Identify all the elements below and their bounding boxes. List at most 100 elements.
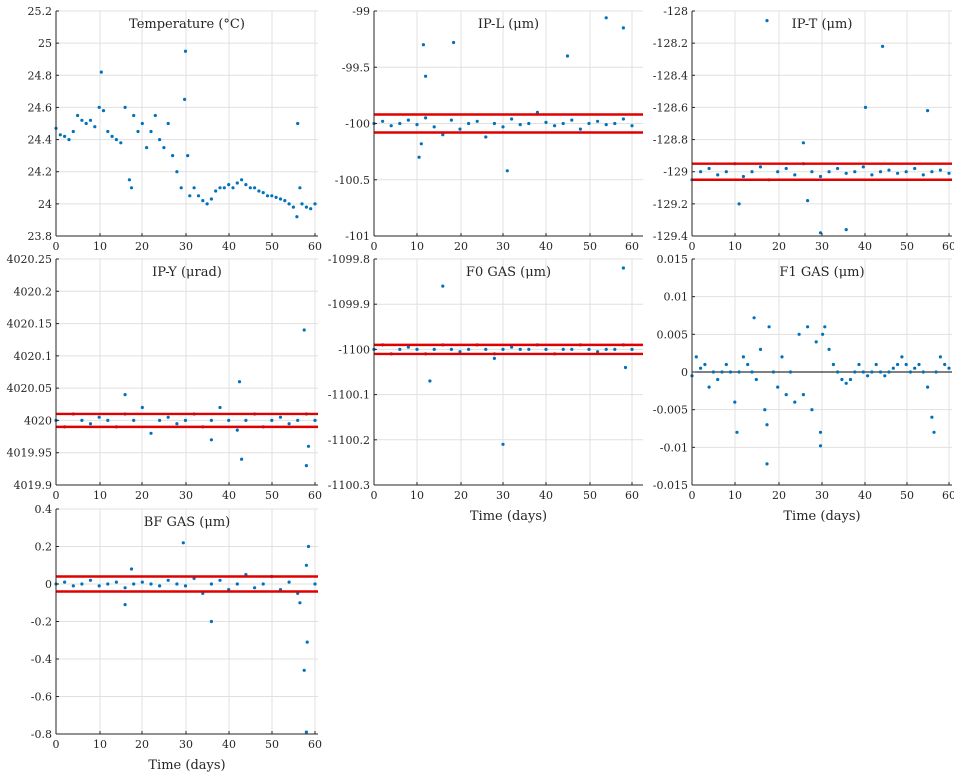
x-axis-label: Time (days) <box>148 758 225 773</box>
x-tick-label: 10 <box>93 738 107 751</box>
data-point <box>861 370 865 374</box>
data-point <box>140 405 144 410</box>
x-tick-label: 60 <box>942 489 954 502</box>
y-tick-label: 24.4 <box>28 134 53 147</box>
data-point <box>309 207 313 211</box>
data-point <box>58 133 62 137</box>
data-point <box>389 124 393 128</box>
chart-title: F0 GAS (μm) <box>466 265 551 280</box>
data-point <box>707 385 711 389</box>
chart-title: IP-T (μm) <box>792 17 853 32</box>
data-point <box>818 174 823 179</box>
data-point <box>253 186 257 190</box>
y-tick-label: 4020 <box>24 414 52 427</box>
data-point <box>750 370 754 374</box>
data-point <box>758 347 763 351</box>
data-point <box>938 168 943 172</box>
data-point <box>492 356 496 360</box>
data-point <box>119 141 123 145</box>
data-point <box>88 118 93 122</box>
data-point <box>467 347 471 351</box>
data-point <box>793 400 797 404</box>
data-point <box>235 582 239 586</box>
y-tick-label: 4019.9 <box>14 479 53 492</box>
data-point <box>776 170 780 174</box>
x-tick-label: 0 <box>689 240 696 253</box>
data-point <box>780 355 784 359</box>
data-point <box>836 370 840 374</box>
data-point <box>166 578 170 582</box>
y-tick-label: -128.8 <box>653 134 688 147</box>
data-point <box>166 415 170 419</box>
data-point <box>99 70 103 74</box>
x-tick-label: 60 <box>625 240 639 253</box>
data-point <box>304 730 308 734</box>
data-point <box>754 377 758 382</box>
data-point <box>896 171 900 175</box>
y-tick-label: -1100.1 <box>328 389 370 402</box>
data-point <box>752 316 756 320</box>
y-tick-label: -128.4 <box>653 69 688 82</box>
data-point <box>870 173 874 177</box>
data-point <box>510 117 514 121</box>
data-point <box>218 578 222 582</box>
data-point <box>306 544 311 549</box>
x-tick-label: 30 <box>496 240 510 253</box>
data-point <box>313 418 317 422</box>
x-tick-label: 60 <box>625 489 639 502</box>
data-point <box>707 166 711 171</box>
x-tick-label: 10 <box>410 240 424 253</box>
x-tick-label: 0 <box>371 240 378 253</box>
data-point <box>527 347 531 351</box>
data-point <box>750 170 754 174</box>
x-tick-label: 0 <box>53 489 60 502</box>
data-point <box>844 381 848 385</box>
data-point <box>209 438 213 442</box>
data-point <box>943 362 947 367</box>
data-point <box>183 584 188 588</box>
y-tick-label: 24.8 <box>28 69 53 82</box>
data-point <box>231 186 235 190</box>
x-tick-label: 20 <box>454 240 468 253</box>
data-point <box>183 418 188 422</box>
data-point <box>621 26 626 30</box>
x-tick-label: 50 <box>265 738 279 751</box>
data-point <box>209 418 213 422</box>
y-tick-label: 4019.95 <box>7 447 53 460</box>
data-point <box>261 191 265 195</box>
y-tick-label: 4020.1 <box>14 350 53 363</box>
data-point <box>175 422 179 426</box>
x-tick-label: 30 <box>179 738 193 751</box>
y-tick-label: 25 <box>38 37 52 50</box>
data-point <box>227 183 231 187</box>
data-point <box>844 228 848 232</box>
data-point <box>149 582 153 586</box>
data-point <box>449 118 453 122</box>
x-tick-label: 0 <box>53 738 60 751</box>
data-point <box>765 19 769 23</box>
data-point <box>295 215 299 219</box>
x-tick-label: 40 <box>222 738 236 751</box>
data-point <box>621 266 626 270</box>
data-point <box>441 133 445 137</box>
y-tick-label: 0.4 <box>35 503 53 516</box>
x-tick-label: 50 <box>583 489 597 502</box>
y-tick-label: -0.005 <box>653 404 688 417</box>
x-tick-label: 60 <box>308 489 322 502</box>
data-point <box>863 105 868 109</box>
data-point <box>827 347 831 351</box>
data-point <box>132 418 136 422</box>
data-point <box>227 418 231 422</box>
data-point <box>257 189 261 193</box>
data-point <box>63 580 67 584</box>
data-point <box>908 370 913 374</box>
data-point <box>613 347 617 351</box>
x-tick-label: 10 <box>728 240 742 253</box>
data-point <box>737 370 741 374</box>
data-point <box>565 54 570 58</box>
y-tick-label: -99 <box>352 5 370 18</box>
data-point <box>938 355 943 359</box>
data-point <box>861 165 865 169</box>
data-point <box>814 340 818 344</box>
data-point <box>158 584 162 588</box>
